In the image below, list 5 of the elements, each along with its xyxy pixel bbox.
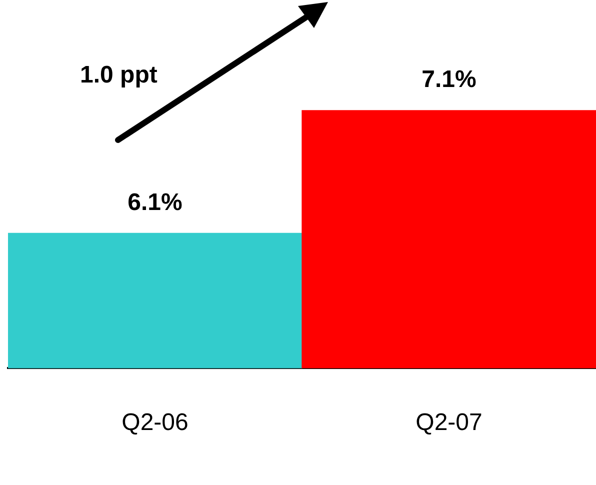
x-tick-label: Q2-07 xyxy=(416,409,482,436)
x-tick-label: Q2-06 xyxy=(122,409,188,436)
data-label: 7.1% xyxy=(422,66,476,94)
annotation: 1.0 ppt xyxy=(80,62,158,89)
data-label: 6.1% xyxy=(128,188,182,216)
